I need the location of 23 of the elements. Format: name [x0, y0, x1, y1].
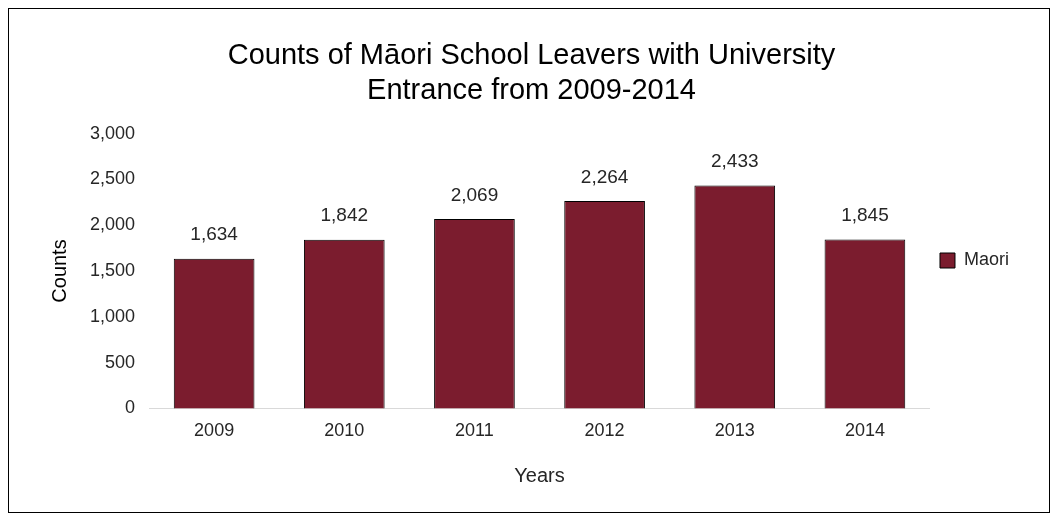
data-label: 2,069 [450, 183, 499, 205]
y-axis-title: Counts [47, 239, 70, 303]
x-tick-label: 2014 [844, 420, 885, 441]
x-tick-label: 2012 [584, 420, 625, 441]
legend-label: Maori [963, 249, 1010, 270]
x-axis-title: Years [514, 463, 565, 486]
data-label: 2,433 [710, 150, 759, 172]
data-label: 1,634 [190, 223, 239, 245]
y-tick-label: 0 [125, 397, 136, 418]
x-tick-label: 2011 [455, 420, 494, 441]
data-label: 2,264 [580, 165, 629, 187]
x-tick-label: 2009 [194, 420, 235, 441]
x-tick-label: 2013 [714, 420, 755, 441]
y-tick-label: 2,500 [90, 168, 136, 189]
y-tick-label: 2,000 [90, 214, 136, 235]
y-tick-label: 1,000 [90, 305, 136, 326]
data-label: 1,845 [841, 204, 889, 226]
data-label: 1,842 [320, 204, 369, 226]
y-tick-label: 500 [105, 351, 136, 372]
y-tick-label: 3,000 [90, 122, 136, 143]
x-tick-label: 2010 [324, 420, 365, 441]
chart-title: Counts of Māori School Leavers with University Entrance from 2009-2014 [227, 38, 836, 106]
y-tick-label: 1,500 [90, 259, 136, 280]
